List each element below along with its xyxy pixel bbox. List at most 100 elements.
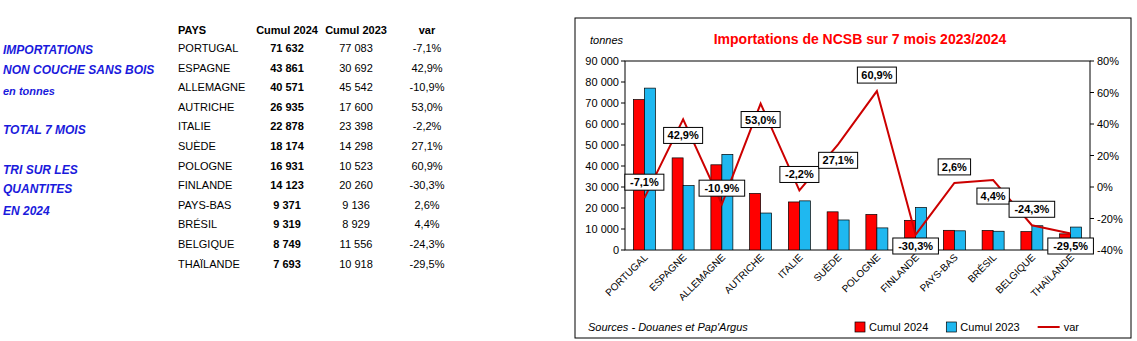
bar <box>788 202 799 250</box>
y-tick-label: 30 000 <box>585 181 619 193</box>
y2-tick-label: 60% <box>1097 87 1119 99</box>
data-label: 42,9% <box>668 129 699 141</box>
data-label: 2,6% <box>942 161 967 173</box>
x-tick-label: AUTRICHE <box>722 251 766 295</box>
x-tick-label: THAÏLANDE <box>1029 251 1077 299</box>
x-tick-label: ITALIE <box>776 251 805 280</box>
data-label-box <box>893 238 939 254</box>
bar <box>877 228 888 250</box>
table-cell: 71 632 <box>270 42 304 54</box>
y-tick <box>621 61 625 62</box>
table-cell: FINLANDE <box>178 179 232 191</box>
y-tick-label: 50 000 <box>585 139 619 151</box>
source: Sources - Douanes et Pap'Argus <box>588 321 748 333</box>
table-cell: 27,1% <box>411 140 442 152</box>
y2-tick <box>1090 92 1094 93</box>
legend-label: var <box>1064 321 1080 333</box>
bar <box>993 231 1004 250</box>
table-cell: -29,5% <box>410 258 445 270</box>
x-tick-label: PAYS-BAS <box>918 251 960 293</box>
data-label-box <box>819 152 858 168</box>
y-tick <box>621 124 625 125</box>
table-cell: 2,6% <box>414 199 439 211</box>
table-cell: BELGIQUE <box>178 238 234 250</box>
table-cell: 14 298 <box>339 140 373 152</box>
y2-tick-label: -20% <box>1097 213 1123 225</box>
data-label-box <box>780 166 819 182</box>
table-cell: 26 935 <box>270 101 304 113</box>
table-cell: 22 878 <box>270 120 304 132</box>
y-tick-label: 60 000 <box>585 118 619 130</box>
table-cell: 9 136 <box>342 199 370 211</box>
bar <box>644 88 655 250</box>
table-cell: 9 319 <box>273 218 301 230</box>
bar <box>943 230 954 250</box>
y-tick <box>621 145 625 146</box>
y-tick-label: 20 000 <box>585 202 619 214</box>
marks <box>633 88 1081 250</box>
y-tick-label: 90 000 <box>585 55 619 67</box>
table-cell: 42,9% <box>411 62 442 74</box>
table-header: Cumul 2023 <box>325 24 387 36</box>
table-cell: 18 174 <box>270 140 305 152</box>
y2-tick-label: 20% <box>1097 150 1119 162</box>
data-label: -30,3% <box>898 240 933 252</box>
table-cell: 4,4% <box>414 218 439 230</box>
chart-frame <box>575 18 1131 338</box>
data-label-box <box>1009 201 1055 217</box>
table-cell: 30 692 <box>339 62 373 74</box>
y-tick <box>621 250 625 251</box>
table-header: PAYS <box>178 24 206 36</box>
y2-tick <box>1090 187 1094 188</box>
table-cell: PAYS-BAS <box>178 199 231 211</box>
table-cell: -2,2% <box>413 120 442 132</box>
table-cell: -24,3% <box>410 238 445 250</box>
table-cell: 43 861 <box>270 62 304 74</box>
side-text: EN 2024 <box>3 204 50 218</box>
data-label-box <box>977 188 1009 204</box>
bar <box>1032 226 1043 250</box>
data-label: 4,4% <box>981 190 1006 202</box>
line <box>644 91 1070 235</box>
y-tick <box>621 103 625 104</box>
data-label: -10,9% <box>704 182 739 194</box>
table-cell: -7,1% <box>413 42 442 54</box>
bar <box>683 186 694 250</box>
side-text: TOTAL 7 MOIS <box>3 123 86 137</box>
table-cell: ESPAGNE <box>178 62 230 74</box>
y-tick-label: 80 000 <box>585 76 619 88</box>
table-cell: PORTUGAL <box>178 42 238 54</box>
table-cell: -30,3% <box>410 179 445 191</box>
x-tick-label: PORTUGAL <box>603 251 650 298</box>
data-label: -24,3% <box>1014 203 1049 215</box>
bar <box>827 212 838 250</box>
y2-tick-label: 80% <box>1097 55 1119 67</box>
bar <box>1021 232 1032 250</box>
y-axis-label: tonnes <box>590 34 624 46</box>
data-label-box <box>699 180 745 196</box>
side-text: QUANTITES <box>3 182 72 196</box>
table-cell: 16 931 <box>270 160 304 172</box>
table-cell: 20 260 <box>339 179 373 191</box>
y2-tick-label: 0% <box>1097 181 1113 193</box>
table-cell: SUÈDE <box>178 140 216 152</box>
bar <box>982 230 993 250</box>
legend-label: Cumul 2024 <box>869 321 928 333</box>
data-labels: -7,1%42,9%-10,9%53,0%-2,2%27,1%60,9%-30,… <box>625 67 1094 254</box>
table-cell: 11 556 <box>340 238 373 250</box>
bar <box>750 193 761 250</box>
bar <box>799 201 810 250</box>
y2-tick-label: -40% <box>1097 244 1123 256</box>
y2-tick <box>1090 124 1094 125</box>
y-tick <box>621 82 625 83</box>
y2-tick <box>1090 155 1094 156</box>
table-cell: 10 523 <box>339 160 373 172</box>
table-cell: AUTRICHE <box>178 101 234 113</box>
table-cell: THAÏLANDE <box>178 258 240 270</box>
table-header: Cumul 2024 <box>256 24 319 36</box>
legend-label: Cumul 2023 <box>960 321 1019 333</box>
y2-tick <box>1090 61 1094 62</box>
table-cell: ITALIE <box>178 120 211 132</box>
y-tick-label: 70 000 <box>585 97 619 109</box>
data-label-box <box>625 174 664 190</box>
